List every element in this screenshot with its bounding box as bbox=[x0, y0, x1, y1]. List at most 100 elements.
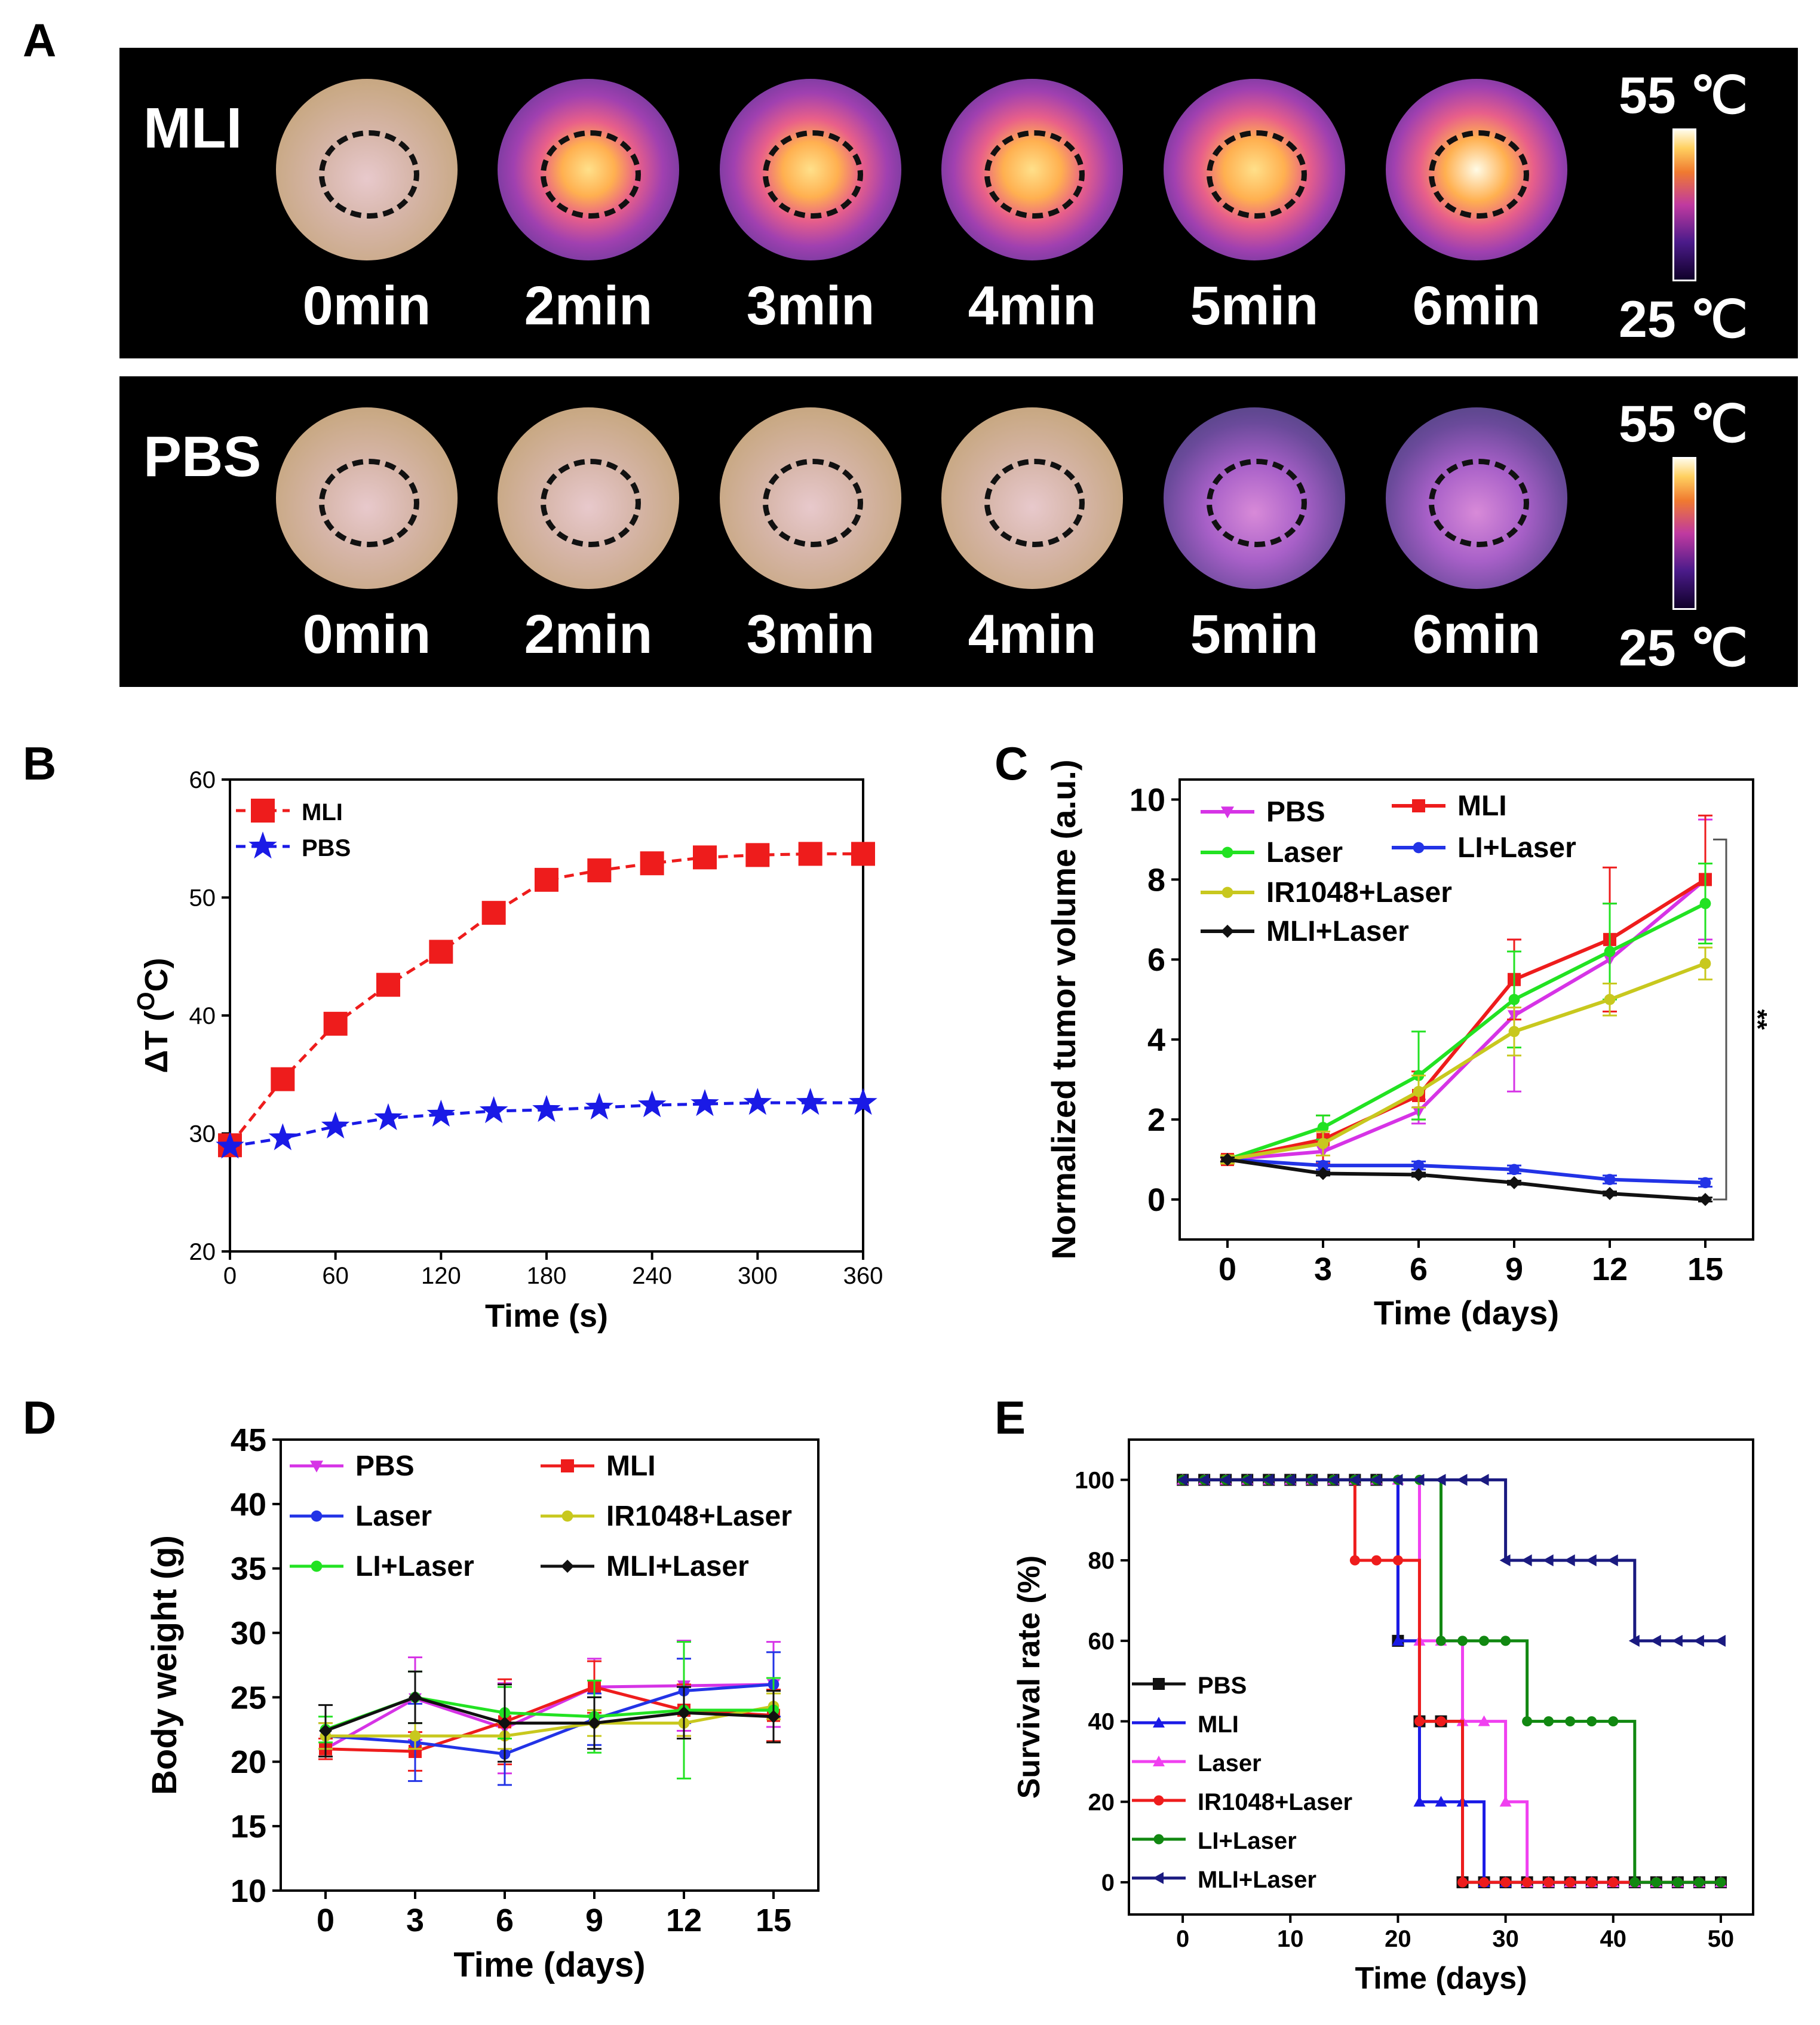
thermal-image bbox=[498, 407, 679, 589]
data-point bbox=[1628, 1634, 1640, 1647]
data-point bbox=[1586, 1877, 1597, 1888]
legend-label: PBS bbox=[1266, 796, 1325, 828]
data-point bbox=[1608, 1877, 1619, 1888]
data-point bbox=[1543, 1877, 1554, 1888]
y-tick-label: 40 bbox=[189, 1003, 216, 1029]
data-point bbox=[1221, 925, 1234, 938]
x-axis-label: Time (days) bbox=[453, 1946, 645, 1984]
data-point bbox=[1542, 1554, 1554, 1567]
data-point bbox=[798, 842, 822, 866]
series-line bbox=[325, 1695, 774, 1732]
data-point bbox=[1565, 1877, 1576, 1888]
series-mli-laser bbox=[1177, 1474, 1726, 1647]
time-label: 5min bbox=[1190, 275, 1319, 336]
series-line bbox=[1227, 1158, 1706, 1202]
data-point bbox=[561, 1560, 574, 1573]
x-tick-label: 9 bbox=[585, 1903, 603, 1938]
y-tick-label: 50 bbox=[189, 885, 216, 912]
y-tick-label: 80 bbox=[1088, 1548, 1115, 1574]
data-point bbox=[498, 1716, 511, 1730]
data-point bbox=[745, 843, 770, 867]
data-point bbox=[1412, 1168, 1425, 1182]
data-point bbox=[1565, 1716, 1576, 1727]
legend-label: PBS bbox=[302, 835, 351, 861]
data-point bbox=[1650, 1634, 1661, 1647]
series-line bbox=[325, 1683, 774, 1756]
y-tick-label: 30 bbox=[189, 1121, 216, 1148]
y-tick-label: 10 bbox=[1130, 782, 1165, 818]
data-point bbox=[1672, 1877, 1683, 1888]
tumor-outline bbox=[763, 459, 863, 547]
data-point bbox=[409, 1690, 422, 1704]
legend-label: MLI bbox=[1198, 1711, 1239, 1738]
data-point bbox=[1392, 1634, 1404, 1646]
plot-frame bbox=[280, 1438, 820, 1892]
data-point bbox=[1436, 1636, 1446, 1646]
chart-panel-c: C 0 3 6 9 12 15 0 2 4 6 8 10 Time (days) Normalized tu… bbox=[995, 737, 1772, 1331]
y-tick-label: 25 bbox=[231, 1680, 266, 1716]
tumor-outline bbox=[541, 459, 641, 547]
series-pbs bbox=[1177, 1474, 1727, 1889]
strip-group-label: MLI bbox=[143, 96, 243, 160]
x-tick-label: 300 bbox=[738, 1263, 778, 1289]
data-point bbox=[1457, 1877, 1468, 1888]
tumor-outline bbox=[763, 130, 863, 219]
data-point bbox=[1370, 1474, 1382, 1486]
chart-panel-d: D 0 3 6 9 12 15 10 15 20 25 30 35 40 45 Time (days) Body… bbox=[23, 1391, 820, 1984]
data-point bbox=[1306, 1474, 1317, 1486]
data-point bbox=[1317, 1159, 1329, 1171]
data-point bbox=[1153, 1834, 1164, 1845]
y-tick-label: 30 bbox=[231, 1615, 266, 1651]
series-line bbox=[1183, 1478, 1721, 1884]
data-point bbox=[1392, 1474, 1403, 1486]
data-point bbox=[1651, 1877, 1662, 1888]
x-tick-label: 0 bbox=[1219, 1251, 1236, 1287]
legend-label: IR1048+Laser bbox=[1266, 877, 1452, 909]
data-point bbox=[1604, 1174, 1616, 1185]
data-point bbox=[561, 1459, 574, 1472]
data-point bbox=[1521, 1554, 1532, 1567]
series-line bbox=[1183, 1478, 1721, 1884]
data-point bbox=[1499, 1796, 1512, 1807]
data-point bbox=[767, 1710, 780, 1723]
data-point bbox=[1413, 1796, 1426, 1807]
time-label: 0min bbox=[302, 275, 431, 336]
series-line bbox=[1183, 1478, 1721, 1884]
x-tick-label: 6 bbox=[1410, 1251, 1428, 1287]
data-point bbox=[1604, 946, 1616, 958]
data-point bbox=[1435, 1474, 1446, 1486]
data-point bbox=[1564, 1554, 1575, 1567]
series-line bbox=[1183, 1478, 1721, 1884]
data-point bbox=[1316, 1167, 1330, 1180]
data-point bbox=[1478, 1715, 1490, 1726]
legend-label: IR1048+Laser bbox=[606, 1501, 792, 1532]
y-tick-label: 35 bbox=[231, 1551, 266, 1587]
data-point bbox=[1413, 1159, 1425, 1171]
time-label: 4min bbox=[968, 604, 1097, 665]
y-tick-label: 0 bbox=[1147, 1182, 1165, 1218]
data-point bbox=[796, 1088, 825, 1115]
x-tick-label: 50 bbox=[1708, 1926, 1735, 1952]
panel-letter: D bbox=[23, 1391, 56, 1444]
panel-letter: C bbox=[995, 737, 1028, 790]
data-point bbox=[1198, 1474, 1210, 1486]
data-point bbox=[1508, 1164, 1520, 1176]
legend-label: MLI+Laser bbox=[1266, 916, 1409, 947]
data-point bbox=[1508, 1026, 1520, 1038]
data-point bbox=[561, 1510, 573, 1522]
data-point bbox=[1699, 1177, 1711, 1189]
series-ir1048-laser bbox=[1177, 1474, 1726, 1888]
legend-label: Laser bbox=[1266, 837, 1343, 869]
time-label: 2min bbox=[524, 604, 653, 665]
panel-letter: B bbox=[23, 737, 56, 790]
colorbar-min-label: 25 ℃ bbox=[1619, 619, 1748, 677]
thermal-image bbox=[941, 79, 1123, 260]
strip-group-label: PBS bbox=[143, 425, 262, 489]
thermal-image bbox=[1164, 407, 1345, 589]
time-label: 4min bbox=[968, 275, 1097, 336]
y-axis-label: Body weight (g) bbox=[145, 1535, 184, 1795]
data-point bbox=[1671, 1634, 1683, 1647]
x-axis-label: Time (days) bbox=[1374, 1294, 1559, 1331]
data-point bbox=[1479, 1877, 1490, 1888]
